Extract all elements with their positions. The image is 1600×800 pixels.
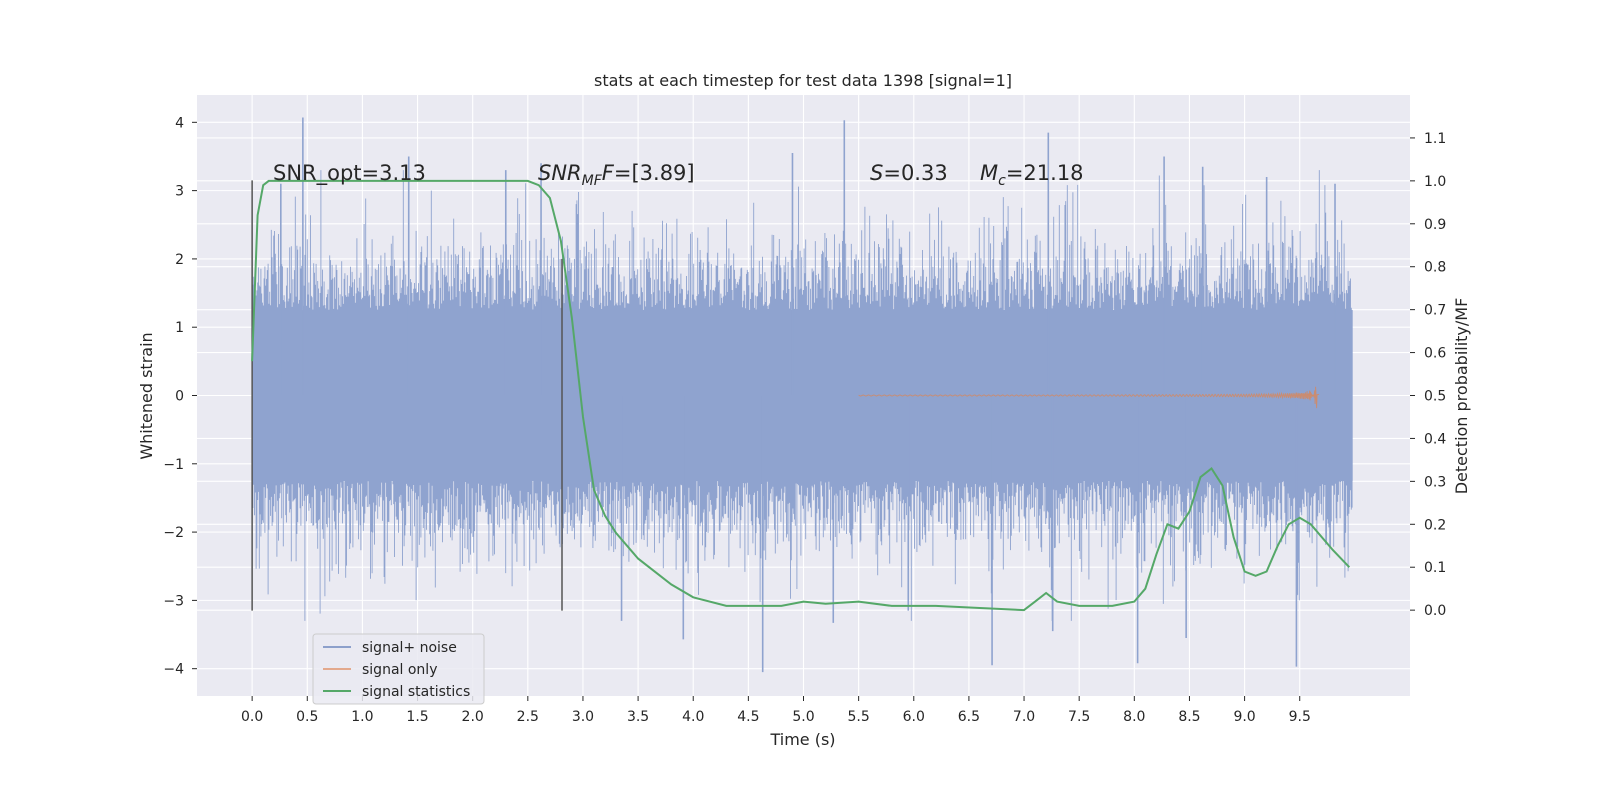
left-y-tick-label: −3 bbox=[163, 593, 184, 609]
x-tick-label: 1.0 bbox=[351, 709, 373, 725]
right-y-tick-label: 0.5 bbox=[1424, 389, 1446, 405]
x-tick-label: 5.5 bbox=[848, 709, 870, 725]
right-y-tick-label: 0.8 bbox=[1424, 260, 1446, 276]
x-tick-label: 9.0 bbox=[1233, 709, 1255, 725]
axis-ticks: 0.0 0.5 1.0 1.5 2.0 2.5 3.0 3.5 4.0 4.5 5.0 5.5 6.0 6… bbox=[163, 115, 1446, 725]
annotation-snr-mf-f: F bbox=[602, 161, 615, 185]
annotation-mc-subscript: c bbox=[998, 173, 1006, 189]
right-y-tick-label: 0.7 bbox=[1424, 303, 1446, 319]
left-y-tick-label: −4 bbox=[163, 662, 184, 678]
legend-label-statistics: signal statistics bbox=[362, 684, 470, 700]
right-y-tick-label: 0.0 bbox=[1424, 603, 1446, 619]
x-tick-label: 6.5 bbox=[958, 709, 980, 725]
x-tick-label: 7.5 bbox=[1068, 709, 1090, 725]
right-y-axis-label: Detection probability/MF bbox=[1452, 298, 1471, 495]
right-y-tick-label: 0.6 bbox=[1424, 346, 1446, 362]
x-tick-label: 4.5 bbox=[737, 709, 759, 725]
right-y-tick-label: 0.9 bbox=[1424, 217, 1446, 233]
annotation-s-symbol: S bbox=[870, 161, 883, 185]
x-tick-label: 4.0 bbox=[682, 709, 704, 725]
left-y-tick-label: −2 bbox=[163, 525, 184, 541]
right-y-tick-label: 0.2 bbox=[1424, 517, 1446, 533]
x-tick-label: 3.0 bbox=[572, 709, 594, 725]
annotation-mc-value: =21.18 bbox=[1006, 161, 1084, 185]
x-tick-label: 8.5 bbox=[1178, 709, 1200, 725]
x-tick-label: 2.5 bbox=[517, 709, 539, 725]
annotation-mc-symbol: M bbox=[980, 161, 998, 185]
x-tick-label: 1.5 bbox=[406, 709, 428, 725]
x-tick-label: 2.0 bbox=[462, 709, 484, 725]
x-tick-label: 0.0 bbox=[241, 709, 263, 725]
legend-label-signal: signal only bbox=[362, 662, 437, 678]
plot-marks bbox=[251, 117, 1353, 673]
chart-title: stats at each timestep for test data 139… bbox=[594, 71, 1012, 90]
left-y-tick-label: 4 bbox=[175, 115, 184, 131]
right-y-tick-label: 0.3 bbox=[1424, 474, 1446, 490]
signal-statistics-line bbox=[251, 179, 1351, 612]
annotation-s-value: =0.33 bbox=[883, 161, 947, 185]
left-y-axis-label: Whitened strain bbox=[137, 332, 156, 459]
annotation-snr-opt: SNR_opt=3.13 bbox=[273, 161, 426, 186]
left-y-tick-label: −1 bbox=[163, 457, 184, 473]
x-tick-label: 0.5 bbox=[296, 709, 318, 725]
x-tick-label: 8.0 bbox=[1123, 709, 1145, 725]
right-y-tick-label: 0.1 bbox=[1424, 560, 1446, 576]
right-y-tick-label: 1.0 bbox=[1424, 174, 1446, 190]
left-y-tick-label: 1 bbox=[175, 320, 184, 336]
left-y-tick-label: 3 bbox=[175, 184, 184, 200]
annotation-snr-mf-subscript: MF bbox=[582, 173, 603, 189]
annotation-snr-mf-value: =[3.89] bbox=[614, 161, 695, 185]
annotation-snr-mf-symbol: SNR bbox=[538, 161, 582, 185]
annotation-mc: Mc=21.18 bbox=[980, 161, 1084, 189]
x-tick-label: 7.0 bbox=[1013, 709, 1035, 725]
signal-only-line bbox=[858, 386, 1320, 409]
legend-label-noise: signal+ noise bbox=[362, 640, 457, 656]
annotation-s: S=0.33 bbox=[870, 161, 948, 185]
legend-box bbox=[312, 633, 485, 705]
left-y-tick-label: 2 bbox=[175, 252, 184, 268]
x-tick-label: 9.5 bbox=[1289, 709, 1311, 725]
right-y-tick-label: 0.4 bbox=[1424, 431, 1446, 447]
left-y-tick-label: 0 bbox=[175, 389, 184, 405]
x-axis-label: Time (s) bbox=[769, 730, 835, 749]
x-tick-label: 3.5 bbox=[627, 709, 649, 725]
legend: signal+ noise signal only signal statist… bbox=[312, 633, 485, 705]
right-y-tick-label: 1.1 bbox=[1424, 131, 1446, 147]
x-tick-label: 5.0 bbox=[792, 709, 814, 725]
x-tick-label: 6.0 bbox=[903, 709, 925, 725]
annotation-snr-mf: SNRMFF=[3.89] bbox=[538, 161, 695, 189]
